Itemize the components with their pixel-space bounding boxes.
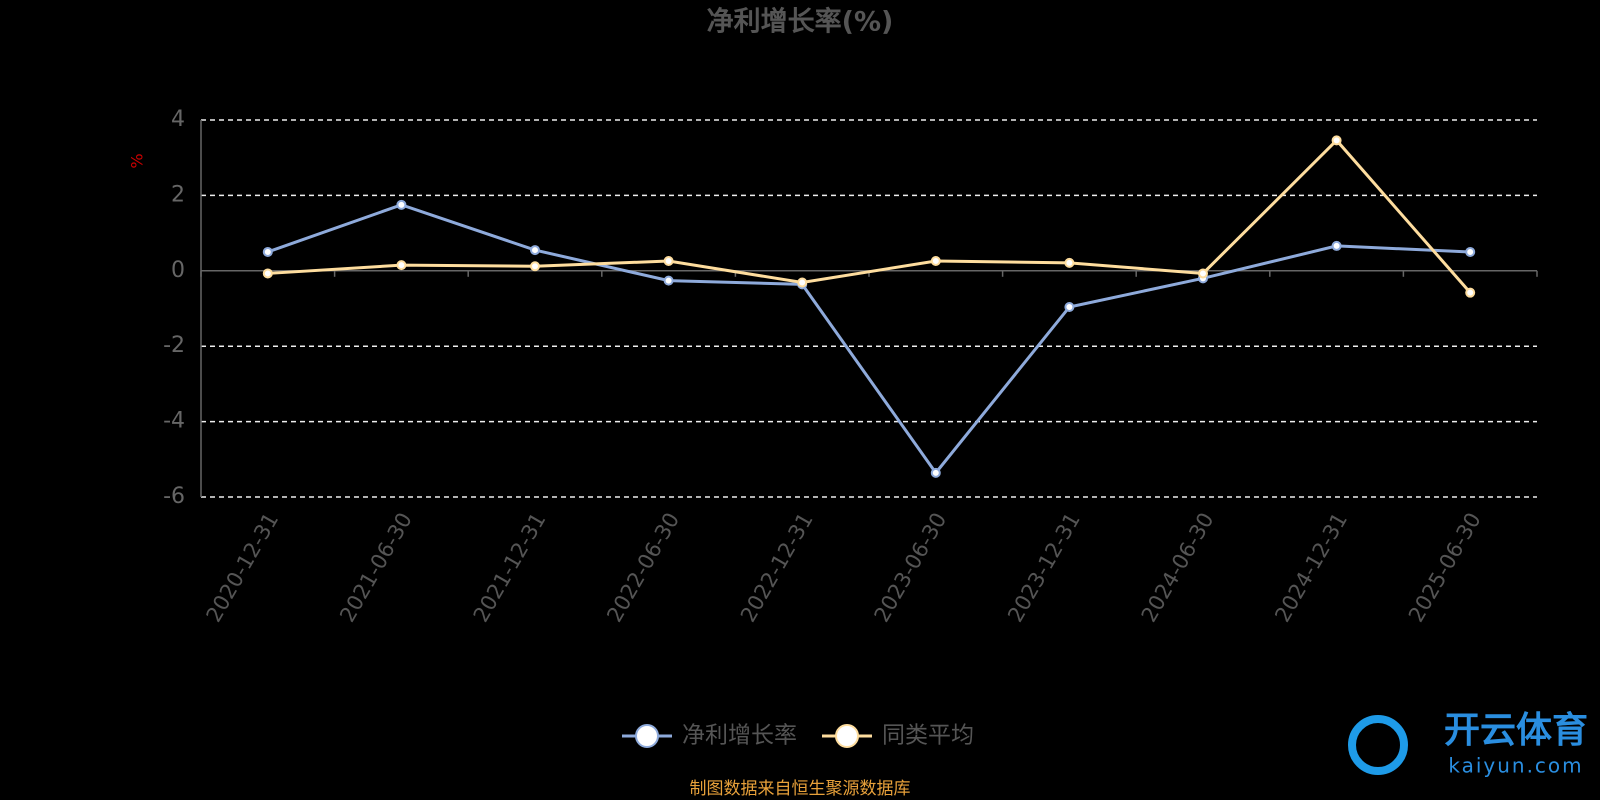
data-point <box>1064 301 1075 312</box>
y-tick-label: -2 <box>163 333 185 358</box>
y-tick-label: -6 <box>163 484 185 509</box>
legend-marker <box>635 724 659 748</box>
y-axis-label: % <box>128 153 147 168</box>
y-tick-label: 2 <box>171 182 185 207</box>
y-tick-label: 0 <box>171 258 185 283</box>
data-point <box>663 275 674 286</box>
series-line <box>267 138 1472 294</box>
data-point <box>1064 257 1075 268</box>
data-point <box>930 467 941 478</box>
data-point <box>396 260 407 271</box>
data-point <box>262 268 273 279</box>
data-point <box>797 277 808 288</box>
source-note: 制图数据来自恒生聚源数据库 <box>690 779 911 799</box>
watermark-name: 开云体育 <box>1444 710 1588 751</box>
chart-title: 净利增长率(%) <box>707 6 894 38</box>
legend-marker <box>835 724 859 748</box>
legend-label: 净利增长率 <box>682 723 797 749</box>
data-point <box>1331 135 1342 146</box>
data-point <box>396 199 407 210</box>
data-point <box>1198 268 1208 279</box>
y-tick-label: -4 <box>163 409 185 434</box>
data-point <box>530 245 540 256</box>
legend-label: 同类平均 <box>882 723 974 749</box>
data-point <box>262 246 273 257</box>
data-point <box>930 255 941 266</box>
data-point <box>530 261 540 272</box>
data-point <box>1465 287 1476 298</box>
watermark: 开云体育 kaiyun.com <box>1348 710 1588 778</box>
watermark-logo <box>1348 715 1408 775</box>
data-point <box>1465 246 1476 257</box>
watermark-site: kaiyun.com <box>1448 754 1583 778</box>
data-point <box>1331 240 1342 251</box>
series-line <box>267 203 1471 476</box>
y-tick-label: 4 <box>171 107 185 132</box>
data-point <box>663 255 674 266</box>
